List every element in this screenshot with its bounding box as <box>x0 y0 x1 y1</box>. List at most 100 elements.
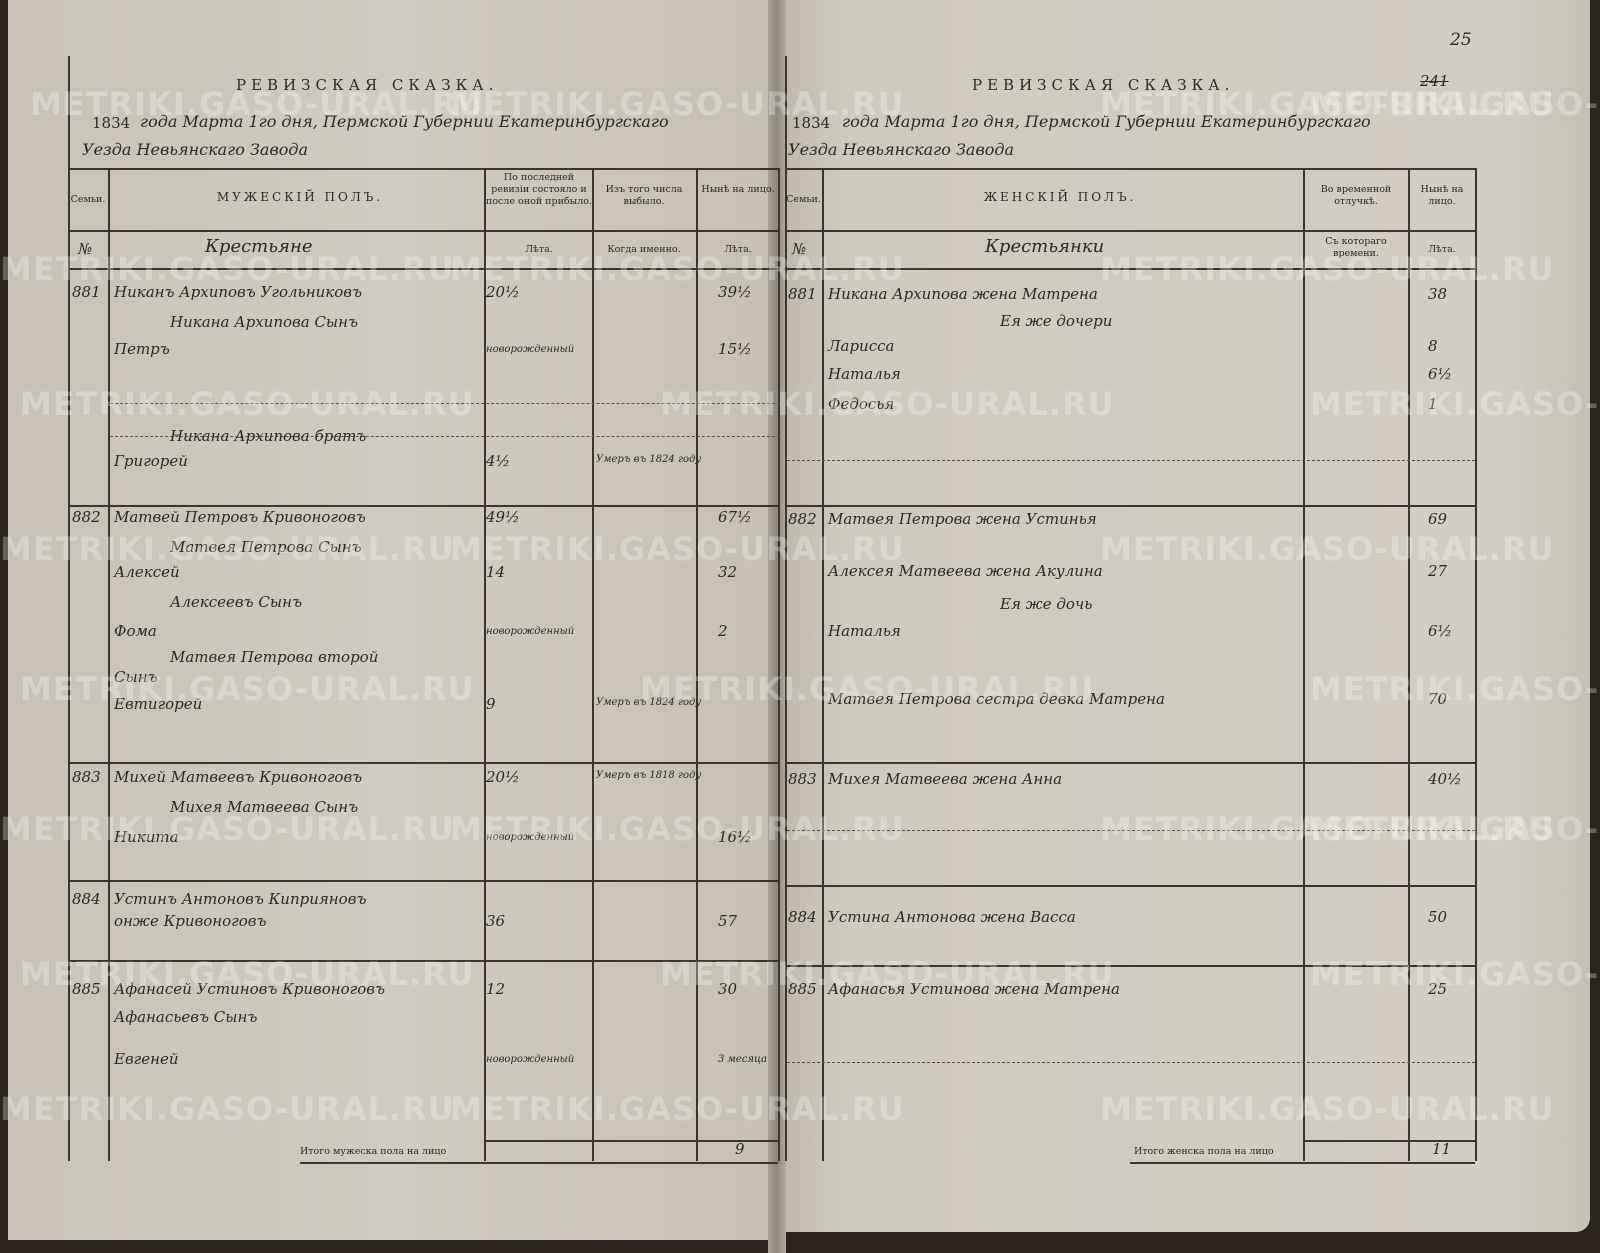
dash-filler <box>787 830 1475 831</box>
left-total: 9 <box>735 1140 745 1158</box>
person-name: Устинъ Антоновъ Киприяновъ <box>114 890 367 908</box>
age-present: 1 <box>1428 395 1438 413</box>
right-title: РЕВИЗСКАЯ СКАЗКА. <box>972 76 1235 94</box>
age-last-revision: 4½ <box>486 452 511 470</box>
right-column-rule <box>1408 168 1410 1161</box>
left-header-family: Семьи. <box>70 194 106 205</box>
right-header-absence: Во временной отлучкѣ. <box>1320 184 1392 207</box>
left-date-line: года Марта 1го дня, Пермской Губернии Ек… <box>140 112 669 131</box>
right-year: 1834 <box>792 114 831 132</box>
age-last-revision: 20½ <box>486 283 520 301</box>
person-name: Никанъ Архиповъ Угольниковъ <box>114 283 362 301</box>
left-header-present: Нынѣ на лицо. <box>701 184 775 195</box>
right-row-divider <box>785 762 1475 764</box>
age-present: 30 <box>718 980 738 998</box>
person-name: Евгеней <box>114 1050 179 1068</box>
right-header-present: Нынѣ на лицо. <box>1420 184 1464 207</box>
left-header-when: Когда именно. <box>607 244 681 255</box>
age-present: 15½ <box>718 340 752 358</box>
family-number: 883 <box>72 768 101 786</box>
person-name: Матвея Петрова второй <box>170 648 379 666</box>
age-present: 2 <box>718 622 728 640</box>
left-total-label: Итого мужеска пола на лицо <box>300 1146 447 1157</box>
age-present: 27 <box>1428 562 1448 580</box>
age-present: 25 <box>1428 980 1448 998</box>
right-total-bottom <box>1130 1162 1475 1164</box>
person-name: Петръ <box>114 340 170 358</box>
left-title: РЕВИЗСКАЯ СКАЗКА. <box>236 76 499 94</box>
age-last-revision: новорожденный <box>486 1054 575 1065</box>
person-name: Михей Матвеевъ Кривоноговъ <box>114 768 363 786</box>
right-header-family: Семьи. <box>786 194 821 205</box>
age-last-revision: 49½ <box>486 508 520 526</box>
book-gutter <box>768 0 786 1253</box>
right-frame-right <box>1475 168 1477 1161</box>
age-last-revision: 36 <box>486 912 506 930</box>
age-present: 69 <box>1428 510 1448 528</box>
family-number: 884 <box>788 908 817 926</box>
person-name: Наталья <box>828 365 901 383</box>
left-header-dropped: Изъ того числа выбыло. <box>605 184 683 207</box>
right-header-years: Лѣта. <box>1428 244 1456 255</box>
age-present: 39½ <box>718 283 752 301</box>
age-present: 32 <box>718 563 738 581</box>
age-last-revision: 9 <box>486 695 496 713</box>
age-last-revision: 20½ <box>486 768 520 786</box>
age-last-revision: 14 <box>486 563 506 581</box>
age-last-revision: 12 <box>486 980 506 998</box>
page-number: 25 <box>1450 30 1472 50</box>
person-name: Никита <box>114 828 179 846</box>
left-year: 1834 <box>92 114 131 132</box>
family-number: 885 <box>788 980 817 998</box>
left-row-divider <box>68 505 778 507</box>
person-name: Григорей <box>114 452 188 470</box>
person-name: Ларисса <box>828 337 895 355</box>
person-name: Матвея Петрова жена Устинья <box>828 510 1097 528</box>
person-name: Афанасьевъ Сынъ <box>114 1008 258 1026</box>
left-header-top <box>68 168 778 170</box>
left-frame-left <box>68 56 70 1161</box>
family-number: 882 <box>788 510 817 528</box>
person-name: Евтигорей <box>114 695 203 713</box>
right-header-top <box>785 168 1475 170</box>
left-column-rule <box>108 168 110 1161</box>
right-header-mid <box>785 230 1475 232</box>
person-name: Афанасья Устинова жена Матрена <box>828 980 1120 998</box>
age-present: 6½ <box>1428 622 1453 640</box>
left-total-bottom <box>300 1162 778 1164</box>
left-row-divider <box>68 880 778 882</box>
left-header-estate: Крестьяне <box>205 236 313 257</box>
person-name: Матвея Петрова Сынъ <box>170 538 362 556</box>
right-date-line: года Марта 1го дня, Пермской Губернии Ек… <box>842 112 1371 131</box>
family-number: 881 <box>788 285 817 303</box>
left-header-no: № <box>78 240 93 258</box>
family-number: 881 <box>72 283 101 301</box>
left-header-years1: Лѣта. <box>525 244 553 255</box>
age-present: 70 <box>1428 690 1448 708</box>
left-date-line2: Уезда Невьянскаго Завода <box>82 140 309 159</box>
left-page <box>8 0 778 1240</box>
left-header-last-revision: По последней ревизіи состояло и после он… <box>486 172 592 207</box>
right-header-no: № <box>792 240 807 258</box>
dropped-note: Умеръ въ 1824 году <box>596 454 702 465</box>
person-name: Матвей Петровъ Кривоноговъ <box>114 508 366 526</box>
person-name: Алексея Матвеева жена Акулина <box>828 562 1103 580</box>
family-number: 885 <box>72 980 101 998</box>
person-name: Ея же дочь <box>1000 595 1093 613</box>
age-present: 40½ <box>1428 770 1462 788</box>
person-name: Устина Антонова жена Васса <box>828 908 1076 926</box>
right-header-sex: ЖЕНСКІЙ ПОЛЪ. <box>983 190 1137 204</box>
right-row-divider <box>785 505 1475 507</box>
age-last-revision: новорожденный <box>486 832 575 843</box>
person-name: Ея же дочери <box>1000 312 1113 330</box>
age-last-revision: новорожденный <box>486 344 575 355</box>
dash-filler <box>787 460 1475 461</box>
person-name: Наталья <box>828 622 901 640</box>
left-total-top <box>484 1140 778 1142</box>
dash-filler <box>110 403 780 404</box>
left-row-divider <box>68 960 778 962</box>
age-present: 3 месяца <box>718 1054 767 1065</box>
person-name: Никана Архипова братъ <box>170 427 367 445</box>
family-number: 883 <box>788 770 817 788</box>
person-name: Алексеевъ Сынъ <box>170 593 302 611</box>
